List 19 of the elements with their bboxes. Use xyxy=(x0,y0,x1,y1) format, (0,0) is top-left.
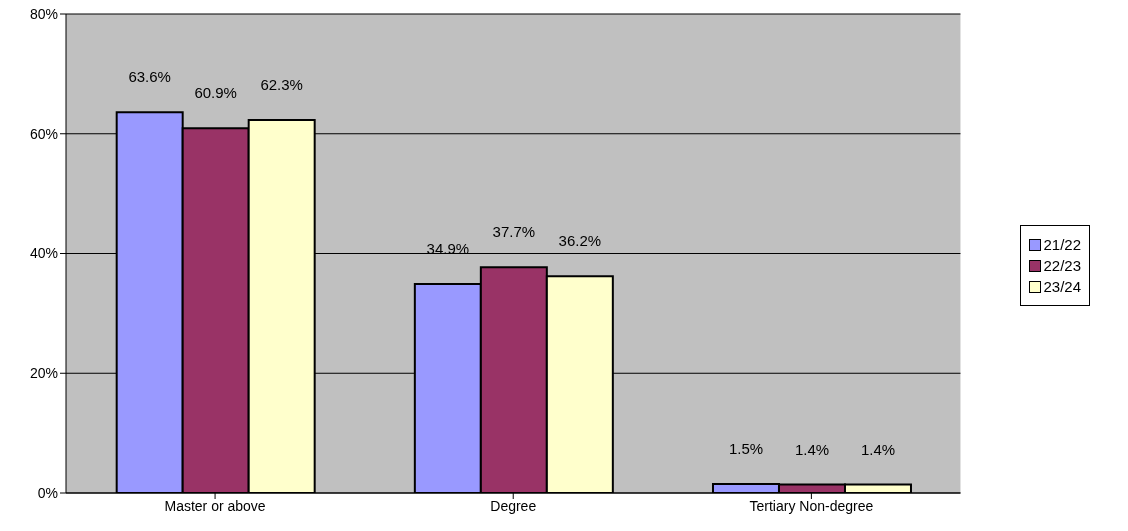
x-tick-label: Master or above xyxy=(164,497,266,514)
data-label: 1.5% xyxy=(728,440,764,458)
data-label: 60.9% xyxy=(194,84,237,102)
data-label: 36.2% xyxy=(558,232,602,250)
y-tick-label: 40% xyxy=(29,245,58,262)
data-label: 37.7% xyxy=(492,223,536,241)
legend-label: 23/24 xyxy=(1043,278,1081,295)
data-label: 62.3% xyxy=(260,75,303,93)
y-tick-label: 20% xyxy=(29,365,58,382)
y-tick-label: 60% xyxy=(29,125,58,142)
y-tick-label: 0% xyxy=(37,484,58,501)
data-label: 1.4% xyxy=(860,440,896,458)
legend-label: 22/23 xyxy=(1043,257,1081,274)
x-tick-label: Degree xyxy=(490,497,537,514)
x-tick-label: Tertiary Non-degree xyxy=(749,497,874,514)
y-tick-label: 80% xyxy=(29,5,58,22)
data-label: 1.4% xyxy=(794,440,830,458)
legend-label: 21/22 xyxy=(1043,236,1081,253)
data-label: 63.6% xyxy=(128,68,171,86)
